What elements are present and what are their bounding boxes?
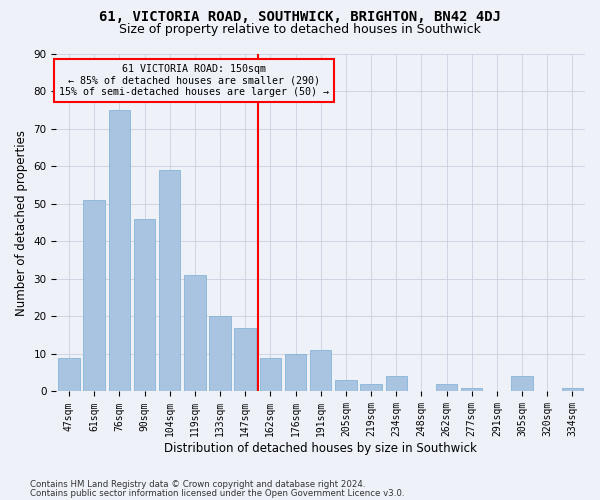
Bar: [386, 376, 407, 392]
Text: Size of property relative to detached houses in Southwick: Size of property relative to detached ho…: [119, 22, 481, 36]
Bar: [134, 219, 155, 392]
Bar: [83, 200, 105, 392]
Bar: [209, 316, 231, 392]
Bar: [361, 384, 382, 392]
Bar: [562, 388, 583, 392]
Bar: [511, 376, 533, 392]
Y-axis label: Number of detached properties: Number of detached properties: [15, 130, 28, 316]
Text: 61, VICTORIA ROAD, SOUTHWICK, BRIGHTON, BN42 4DJ: 61, VICTORIA ROAD, SOUTHWICK, BRIGHTON, …: [99, 10, 501, 24]
Bar: [184, 275, 206, 392]
Bar: [285, 354, 306, 392]
Bar: [58, 358, 80, 392]
X-axis label: Distribution of detached houses by size in Southwick: Distribution of detached houses by size …: [164, 442, 477, 455]
Text: Contains HM Land Registry data © Crown copyright and database right 2024.: Contains HM Land Registry data © Crown c…: [30, 480, 365, 489]
Bar: [461, 388, 482, 392]
Bar: [260, 358, 281, 392]
Text: 61 VICTORIA ROAD: 150sqm
← 85% of detached houses are smaller (290)
15% of semi-: 61 VICTORIA ROAD: 150sqm ← 85% of detach…: [59, 64, 329, 98]
Bar: [436, 384, 457, 392]
Text: Contains public sector information licensed under the Open Government Licence v3: Contains public sector information licen…: [30, 488, 404, 498]
Bar: [235, 328, 256, 392]
Bar: [109, 110, 130, 392]
Bar: [159, 170, 181, 392]
Bar: [310, 350, 331, 392]
Bar: [335, 380, 356, 392]
